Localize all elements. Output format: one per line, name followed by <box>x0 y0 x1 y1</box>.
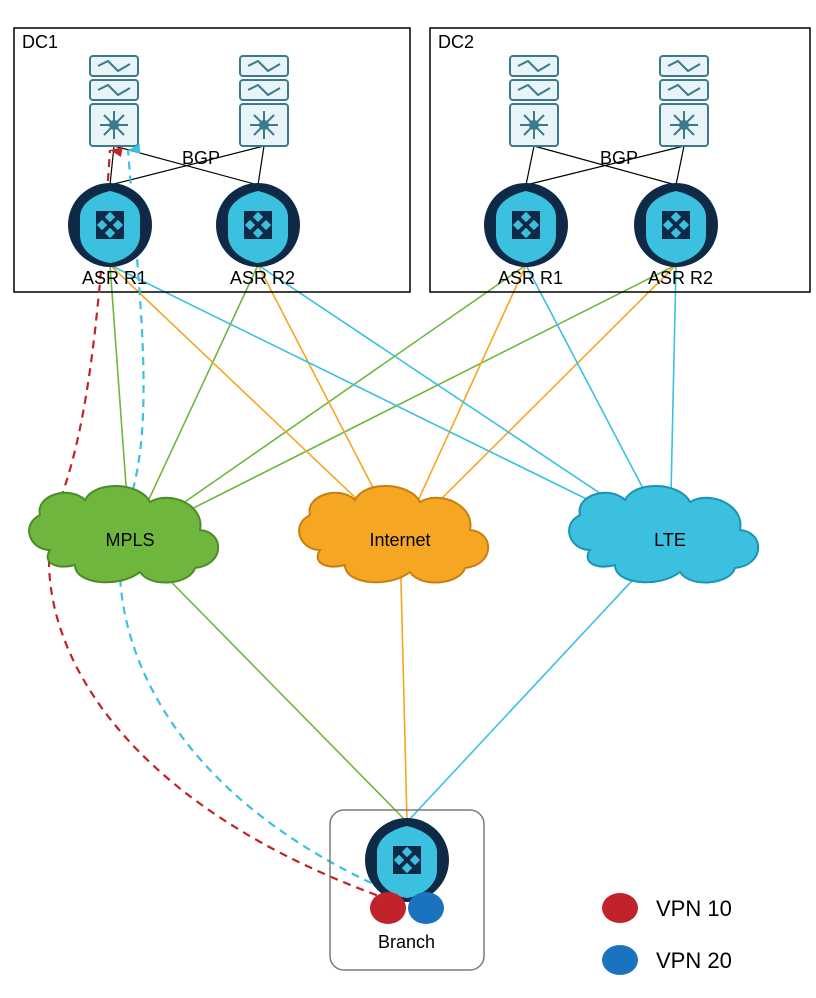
internet-cloud: Internet <box>299 486 488 583</box>
svg-text:ASR R1: ASR R1 <box>82 268 147 288</box>
svg-text:MPLS: MPLS <box>105 530 154 550</box>
vpn10-dot <box>370 892 406 924</box>
lte-cloud: LTE <box>569 486 758 583</box>
mpls-cloud: MPLS <box>29 486 218 583</box>
svg-text:VPN 20: VPN 20 <box>656 948 732 973</box>
router-dc1_r2: ASR R2 <box>216 183 300 288</box>
vpn20-dot <box>408 892 444 924</box>
core-stack-icon <box>510 56 558 146</box>
bgp-label-dc1: BGP <box>182 148 220 168</box>
svg-text:ASR R2: ASR R2 <box>230 268 295 288</box>
svg-text:ASR R1: ASR R1 <box>498 268 563 288</box>
svg-text:DC2: DC2 <box>438 32 474 52</box>
svg-text:Internet: Internet <box>369 530 430 550</box>
core-stack-icon <box>240 56 288 146</box>
bgp-label-dc2: BGP <box>600 148 638 168</box>
router-dc2_r2: ASR R2 <box>634 183 718 288</box>
legend: VPN 10 VPN 20 <box>602 893 732 975</box>
svg-text:DC1: DC1 <box>22 32 58 52</box>
svg-text:Branch: Branch <box>378 932 435 952</box>
svg-text:VPN 10: VPN 10 <box>656 896 732 921</box>
svg-text:LTE: LTE <box>654 530 686 550</box>
router-dc1_r1: ASR R1 <box>68 183 152 288</box>
svg-text:ASR R2: ASR R2 <box>648 268 713 288</box>
core-stack-icon <box>90 56 138 146</box>
router-branch: Branch <box>365 818 449 952</box>
router-dc2_r1: ASR R1 <box>484 183 568 288</box>
core-stack-icon <box>660 56 708 146</box>
